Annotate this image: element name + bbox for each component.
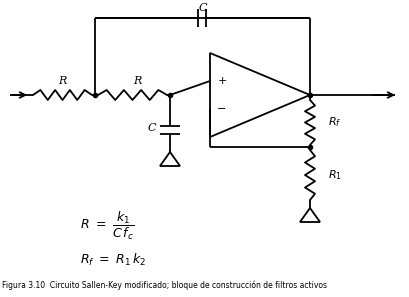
Text: $R\ =\ \dfrac{k_1}{C\,f_c}$: $R\ =\ \dfrac{k_1}{C\,f_c}$ — [80, 210, 134, 242]
Text: C: C — [198, 3, 206, 13]
Text: $R_1$: $R_1$ — [327, 168, 341, 182]
Text: $R_f\ =\ R_1\,k_2$: $R_f\ =\ R_1\,k_2$ — [80, 252, 146, 268]
Text: $R_f$: $R_f$ — [327, 116, 341, 129]
Polygon shape — [299, 208, 319, 222]
Text: −: − — [217, 104, 226, 114]
Text: +: + — [217, 76, 226, 86]
Polygon shape — [160, 152, 180, 166]
Text: C: C — [147, 123, 156, 133]
Polygon shape — [209, 53, 309, 137]
Text: R: R — [133, 76, 142, 86]
Text: Figura 3.10  Circuito Sallen-Key modificado; bloque de construcción de filtros a: Figura 3.10 Circuito Sallen-Key modifica… — [2, 280, 326, 290]
Text: R: R — [58, 76, 67, 86]
